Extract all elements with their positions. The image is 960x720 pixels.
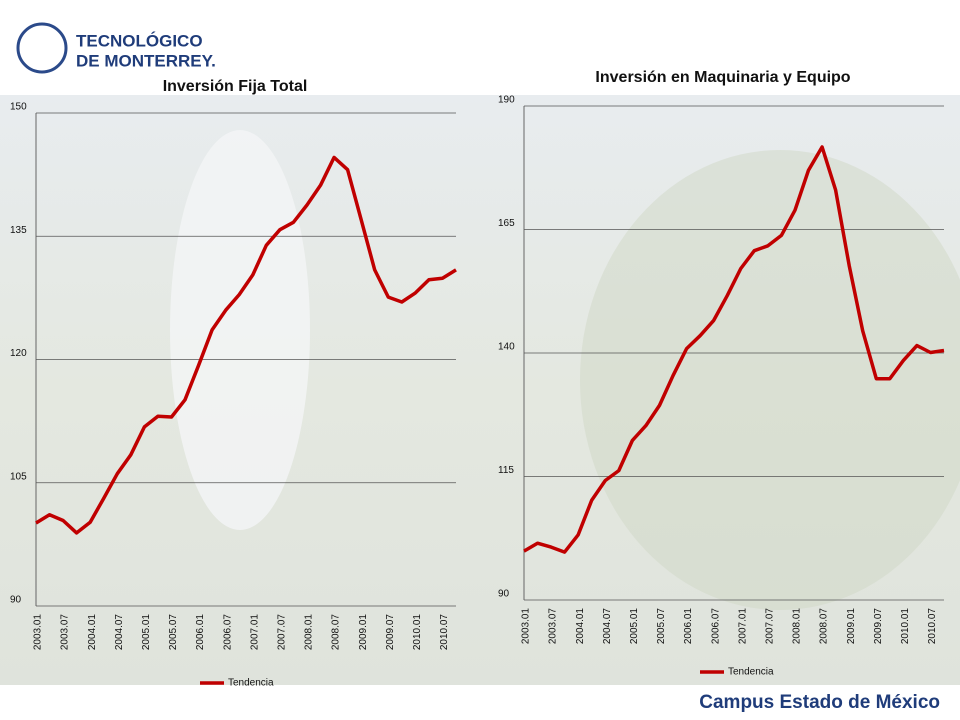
logo: TECNOLÓGICO DE MONTERREY. xyxy=(16,22,216,74)
y-tick-label: 115 xyxy=(498,465,514,476)
x-tick-label: 2003.01 xyxy=(33,614,44,651)
chart-title: Inversión en Maquinaria y Equipo xyxy=(595,69,850,86)
footer-bar xyxy=(0,686,960,720)
series-line xyxy=(523,145,945,554)
x-tick-label: 2010.01 xyxy=(900,608,911,645)
chart-title: Inversión Fija Total xyxy=(163,78,308,95)
tree-shape xyxy=(580,150,960,610)
y-tick-label: 140 xyxy=(498,342,515,353)
x-tick-label: 2010.07 xyxy=(927,608,938,645)
logo-text: DE MONTERREY. xyxy=(76,51,216,70)
x-tick-label: 2005.01 xyxy=(141,614,152,651)
x-tick-label: 2005.07 xyxy=(656,608,667,645)
x-tick-label: 2005.07 xyxy=(168,614,179,651)
logo-emblem xyxy=(16,22,68,74)
x-tick-label: 2010.01 xyxy=(412,614,423,651)
x-tick-label: 2003.07 xyxy=(548,608,559,645)
y-tick-label: 90 xyxy=(498,589,510,600)
legend-label: Tendencia xyxy=(728,667,774,678)
x-tick-label: 2004.01 xyxy=(87,614,98,651)
x-tick-label: 2004.07 xyxy=(114,614,125,651)
y-tick-label: 190 xyxy=(498,95,515,106)
x-tick-label: 2007.07 xyxy=(765,608,776,645)
footer-text: Campus Estado de México xyxy=(699,692,940,713)
x-tick-label: 2008.01 xyxy=(792,608,803,645)
building-shape xyxy=(170,130,310,530)
x-tick-label: 2003.01 xyxy=(521,608,532,645)
legend-label: Tendencia xyxy=(228,678,274,689)
y-tick-label: 150 xyxy=(10,102,27,113)
y-tick-label: 120 xyxy=(10,348,27,359)
y-tick-label: 105 xyxy=(10,471,27,482)
x-tick-label: 2010.07 xyxy=(439,614,450,651)
series-line xyxy=(35,155,457,535)
chart: Inversión en Maquinaria y Equipo 90 115 140… xyxy=(498,69,945,678)
x-tick-label: 2004.07 xyxy=(602,608,613,645)
logo-text: TECNOLÓGICO xyxy=(76,31,203,50)
x-tick-label: 2005.01 xyxy=(629,608,640,645)
x-tick-label: 2008.07 xyxy=(819,608,830,645)
x-tick-label: 2004.01 xyxy=(575,608,586,645)
y-tick-label: 135 xyxy=(10,225,27,236)
x-tick-label: 2009.07 xyxy=(385,614,396,651)
x-tick-label: 2008.01 xyxy=(304,614,315,651)
x-tick-label: 2006.01 xyxy=(683,608,694,645)
x-tick-label: 2009.01 xyxy=(846,608,857,645)
x-tick-label: 2007.07 xyxy=(277,614,288,651)
y-tick-label: 165 xyxy=(498,218,515,229)
x-tick-label: 2003.07 xyxy=(60,614,71,651)
x-tick-label: 2006.07 xyxy=(222,614,233,651)
charts: Inversión Fija Total 90 105 120 135 150 2003.0… xyxy=(10,69,945,689)
chart: Inversión Fija Total 90 105 120 135 150 2003.0… xyxy=(10,78,457,689)
x-tick-label: 2008.07 xyxy=(331,614,342,651)
x-tick-label: 2009.01 xyxy=(358,614,369,651)
x-tick-label: 2007.01 xyxy=(249,614,260,651)
x-tick-label: 2009.07 xyxy=(873,608,884,645)
y-tick-label: 90 xyxy=(10,595,22,606)
x-tick-label: 2007.01 xyxy=(737,608,748,645)
x-tick-label: 2006.07 xyxy=(710,608,721,645)
x-tick-label: 2006.01 xyxy=(195,614,206,651)
